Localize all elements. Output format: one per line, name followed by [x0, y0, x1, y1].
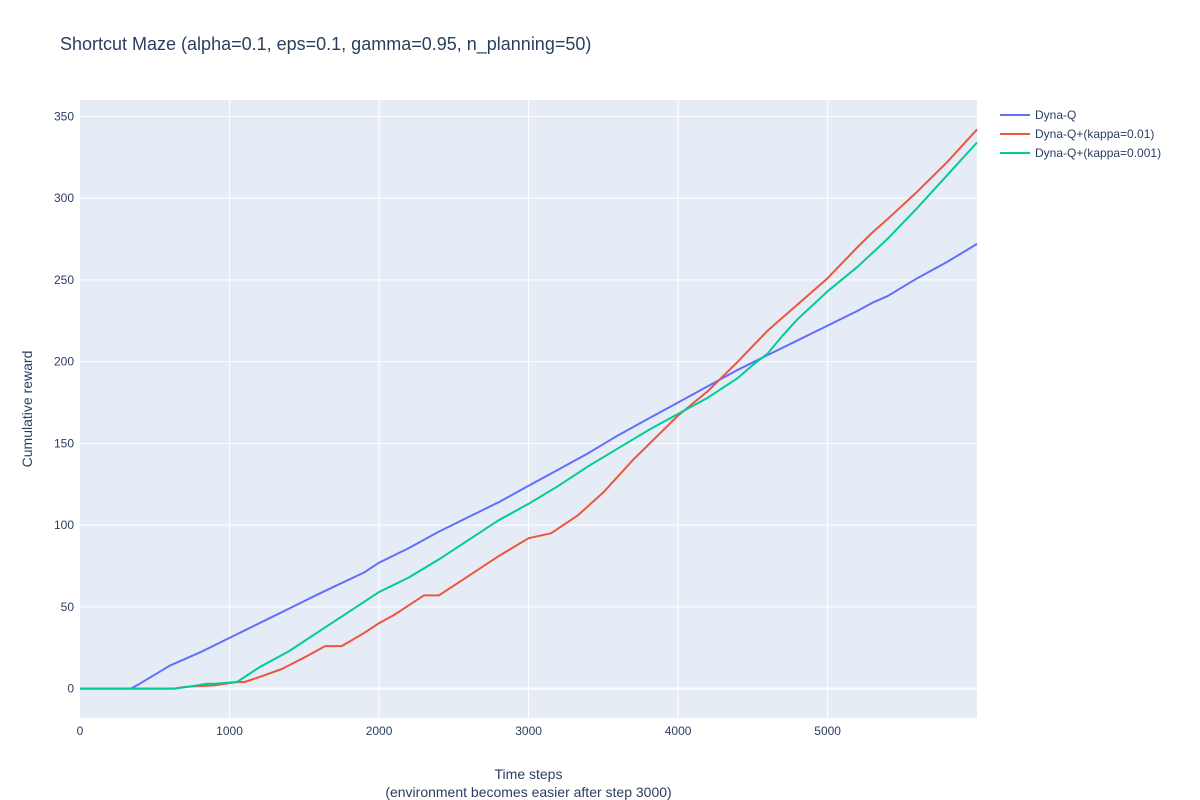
chart-title: Shortcut Maze (alpha=0.1, eps=0.1, gamma… [60, 34, 591, 55]
x-tick-label: 4000 [665, 724, 692, 738]
legend-label-0: Dyna-Q [1035, 108, 1076, 122]
y-tick-label: 150 [54, 436, 74, 450]
x-tick-label: 3000 [515, 724, 542, 738]
y-tick-label: 250 [54, 273, 74, 287]
x-tick-label: 5000 [814, 724, 841, 738]
y-tick-label: 100 [54, 518, 74, 532]
legend-label-1: Dyna-Q+(kappa=0.01) [1035, 127, 1154, 141]
y-axis-label: Cumulative reward [19, 351, 35, 468]
y-tick-label: 350 [54, 109, 74, 123]
x-tick-label: 1000 [216, 724, 243, 738]
y-tick-label: 200 [54, 355, 74, 369]
legend-label-2: Dyna-Q+(kappa=0.001) [1035, 146, 1161, 160]
y-tick-label: 50 [61, 600, 75, 614]
x-tick-label: 2000 [366, 724, 393, 738]
x-tick-label: 0 [77, 724, 84, 738]
legend: Dyna-Q Dyna-Q+(kappa=0.01) Dyna-Q+(kappa=0… [1000, 108, 1161, 160]
x-axis-label: Time steps [495, 766, 563, 782]
x-axis-sublabel: (environment becomes easier after step 3… [385, 784, 671, 800]
y-tick-label: 0 [67, 682, 74, 696]
y-tick-label: 300 [54, 191, 74, 205]
